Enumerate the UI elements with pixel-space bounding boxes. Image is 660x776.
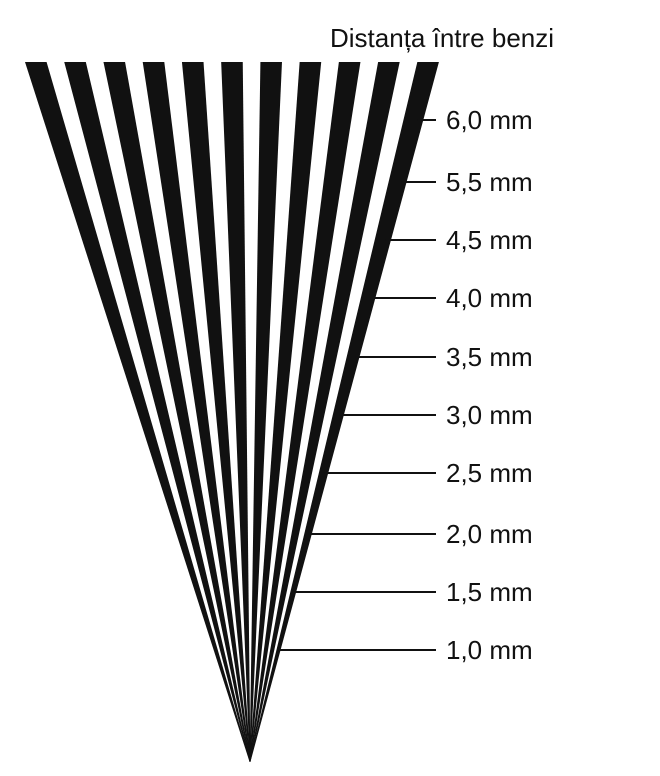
scale-tick-label: 2,0 mm [446,519,533,549]
stripe-10 [249,62,400,762]
scale-tick-label: 4,0 mm [446,283,533,313]
scale-tick-label: 3,0 mm [446,400,533,430]
stripe-3 [103,62,251,762]
scale-tick-label: 1,5 mm [446,577,533,607]
scale-tick-label: 4,5 mm [446,225,533,255]
scale-tick-label: 5,5 mm [446,167,533,197]
stripe-7 [249,62,282,762]
stripe-5 [181,62,251,762]
stripe-2 [64,62,251,762]
stripe-8 [249,62,322,762]
stripe-11 [249,62,439,762]
scale-ticks: 6,0 mm 5,5 mm 4,5 mm 4,0 mm 3,5 mm 3,0 mm 2,5 … [277,105,533,665]
stripe-6 [221,62,251,762]
scale-tick-label: 1,0 mm [446,635,533,665]
stripe-4 [142,62,251,762]
scale-tick-label: 6,0 mm [446,105,533,135]
stripe-fan [25,62,439,762]
stripe-1 [25,62,251,762]
stripe-9 [249,62,361,762]
diagram-title: Distanța între benzi [330,23,555,53]
scale-tick-label: 2,5 mm [446,458,533,488]
scale-tick-label: 3,5 mm [446,342,533,372]
